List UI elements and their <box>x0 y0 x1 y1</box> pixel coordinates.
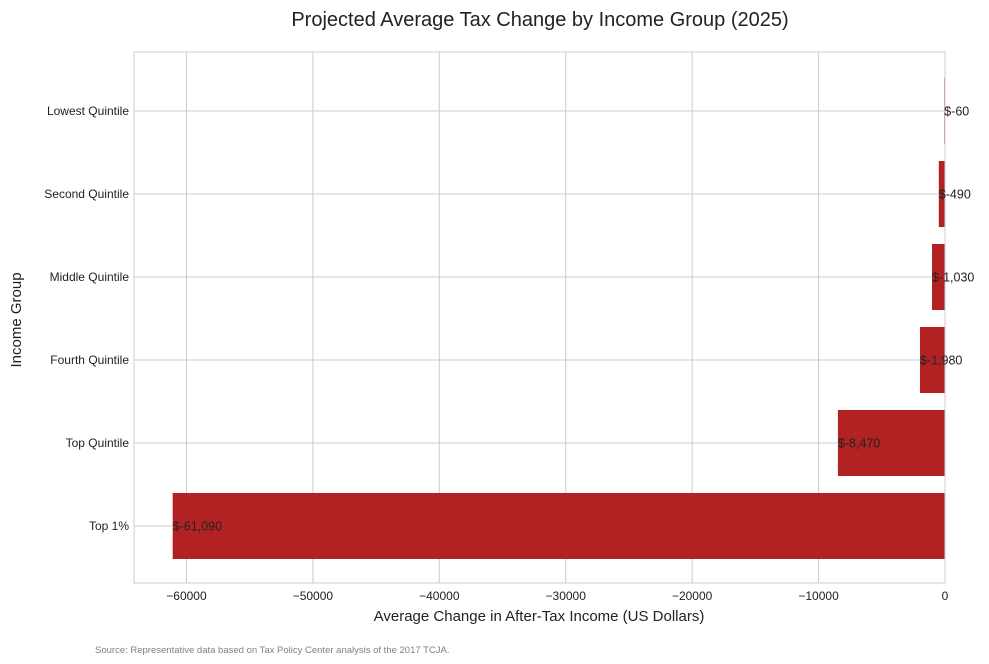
y-tick-label: Middle Quintile <box>50 270 130 284</box>
bar <box>931 244 945 310</box>
bar <box>172 493 945 559</box>
bar-data-label: $-60 <box>944 105 969 119</box>
bar-data-label: $-8,470 <box>838 437 880 451</box>
x-tick-label: −30000 <box>546 589 587 603</box>
bar <box>919 327 945 393</box>
x-tick-label: −50000 <box>293 589 334 603</box>
y-tick-label: Top 1% <box>89 519 129 533</box>
bar <box>938 161 945 227</box>
x-tick-label: −40000 <box>419 589 460 603</box>
chart-title: Projected Average Tax Change by Income G… <box>291 9 788 31</box>
bar-data-label: $-1,980 <box>920 354 962 368</box>
y-axis-label: Income Group <box>8 272 25 367</box>
plot-frame <box>133 51 946 584</box>
source-note: Source: Representative data based on Tax… <box>95 645 450 656</box>
bar-data-label: $-490 <box>939 188 971 202</box>
x-tick-labels: −60000 −50000 −40000 −30000 −20000 −10000 0 <box>166 589 948 603</box>
x-tick-label: 0 <box>942 589 949 603</box>
bar-data-labels: $-60 $-490 $-1,030 $-1,980 $-8,470 $-61,090 <box>173 105 975 534</box>
y-tick-labels: Lowest Quintile Second Quintile Middle Qui… <box>44 104 129 533</box>
y-tick-label: Lowest Quintile <box>47 104 129 118</box>
bar-data-label: $-1,030 <box>932 271 974 285</box>
bar <box>837 410 945 476</box>
x-tick-label: −20000 <box>672 589 713 603</box>
y-tick-label: Top Quintile <box>66 436 130 450</box>
bar-data-label: $-61,090 <box>173 520 222 534</box>
x-tick-label: −10000 <box>798 589 839 603</box>
y-tick-label: Fourth Quintile <box>50 353 129 367</box>
x-tick-label: −60000 <box>166 589 207 603</box>
bars <box>172 78 945 559</box>
y-tick-label: Second Quintile <box>44 187 129 201</box>
x-axis-label: Average Change in After-Tax Income (US D… <box>374 608 705 625</box>
